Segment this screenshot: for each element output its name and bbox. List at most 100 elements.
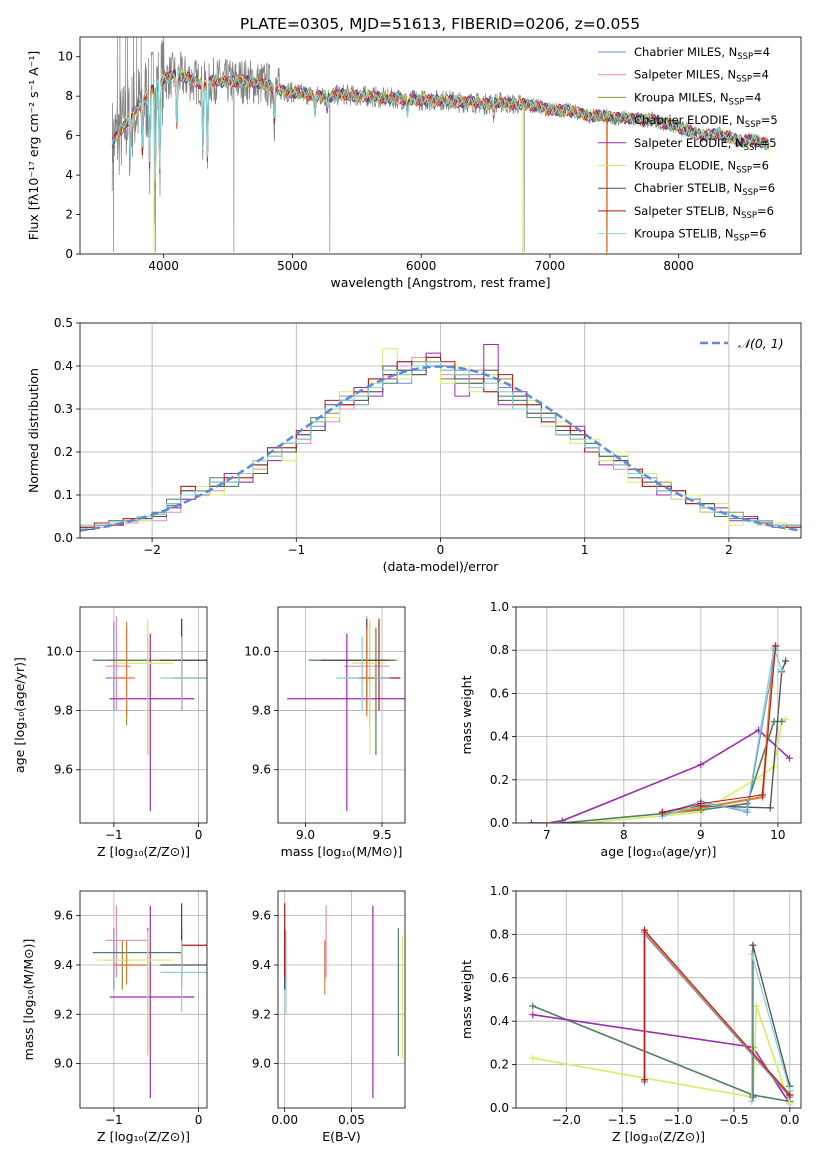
plus-marker: [749, 941, 757, 949]
legend-tail: =6: [758, 181, 775, 195]
legend-entry: Salpeter ELODIE, NSSP=5: [634, 136, 777, 153]
x-tick-label: 0: [195, 828, 203, 842]
plus-marker: [770, 717, 778, 725]
axes-frame: [79, 36, 802, 255]
mass-vs-extinction-panel: 0.00 0.05 9.0 9.2 9.4 9.6 E(B-V): [252, 890, 406, 1144]
mass-weight-line: [662, 645, 777, 813]
legend-subscript: SSP: [734, 234, 750, 244]
plus-marker: [785, 754, 793, 762]
x-tick-label: 8: [620, 828, 628, 842]
plus-marker: [778, 666, 786, 674]
x-tick-label: −2.0: [552, 1113, 581, 1127]
plus-marker: [529, 1054, 537, 1062]
plus-marker: [752, 1002, 760, 1010]
plus-marker: [782, 657, 790, 665]
plus-marker: [782, 715, 790, 723]
axes-frame: [79, 606, 208, 824]
axes-frame: [277, 890, 406, 1109]
mass-weight-line: [531, 729, 790, 823]
x-tick-label: −1: [105, 828, 123, 842]
y-tick-label: 1.0: [490, 600, 509, 614]
legend-subscript: SSP: [729, 97, 745, 107]
plus-marker: [743, 808, 751, 816]
plus-marker: [641, 1076, 649, 1084]
plus-marker: [778, 717, 786, 725]
x-axis-label: wavelength [Angstrom, rest frame]: [330, 275, 550, 290]
y-tick-label: 6: [65, 129, 73, 143]
y-tick-label: 10.0: [244, 644, 271, 658]
plus-marker: [749, 1093, 757, 1101]
plot-area: [527, 642, 793, 823]
x-tick-label: 8000: [663, 259, 694, 273]
histogram-step: [80, 361, 801, 526]
x-tick-label: 4000: [148, 259, 179, 273]
x-tick-label: −1.5: [608, 1113, 637, 1127]
plus-marker: [529, 1002, 537, 1010]
age-vs-metallicity-panel: −1 0 9.6 9.8 10.0 Z [log₁₀(Z/Z⊙)] age [log₁₀(a…: [12, 606, 208, 859]
x-tick-label: 10: [770, 828, 785, 842]
model-spectrum-line: [111, 69, 770, 183]
x-axis-label: age [log₁₀(age/yr)]: [601, 844, 717, 859]
spectrum-title: PLATE=0305, MJD=51613, FIBERID=0206, z=0…: [240, 15, 640, 33]
plus-marker: [758, 791, 766, 799]
legend-label: Kroupa MILES, N: [634, 90, 729, 104]
legend-subscript: SSP: [737, 52, 753, 62]
y-tick-label: 9.6: [252, 763, 271, 777]
legend-subscript: SSP: [736, 75, 752, 85]
plus-marker: [658, 808, 666, 816]
legend-label: Kroupa ELODIE, N: [634, 159, 736, 173]
x-axis-label: Z [log₁₀(Z/Z⊙)]: [612, 1129, 705, 1144]
plus-marker: [786, 1091, 794, 1099]
x-tick-label: 7000: [535, 259, 566, 273]
y-axis-label: age [log₁₀(age/yr)]: [12, 657, 27, 773]
plus-marker: [743, 800, 751, 808]
model-spectrum-line: [111, 70, 770, 187]
legend-label: Chabrier ELODIE, N: [634, 113, 745, 127]
legend-entry: Kroupa STELIB, NSSP=6: [634, 227, 766, 244]
x-axis-label: E(B-V): [322, 1129, 361, 1144]
spectrum-panel: 4000 5000 6000 7000 8000 0 2 4 6 8 10 wavelength [A…: [26, 36, 802, 290]
legend-entry: Chabrier ELODIE, NSSP=5: [634, 113, 778, 130]
x-tick-label: 9: [697, 828, 705, 842]
legend-entry: Kroupa MILES, NSSP=4: [634, 90, 761, 107]
y-tick-label: 10: [58, 50, 73, 64]
y-tick-label: 0.3: [54, 402, 73, 416]
y-tick-label: 9.0: [54, 1057, 73, 1071]
mass-weight-line: [751, 953, 791, 1102]
legend-tail: =4: [744, 90, 761, 104]
legend-label: Chabrier STELIB, N: [634, 181, 742, 195]
y-tick-label: 10.0: [46, 644, 73, 658]
x-tick-label: −2: [143, 543, 161, 557]
y-tick-label: 9.4: [252, 958, 271, 972]
y-tick-label: 2: [65, 208, 73, 222]
legend-subscript: SSP: [742, 188, 758, 198]
y-axis-label: mass [log₁₀(M/M⊙)]: [21, 939, 36, 1061]
plot-area: [111, 37, 770, 254]
y-tick-label: 0.6: [490, 971, 509, 985]
y-tick-label: 0.2: [490, 773, 509, 787]
legend-label: Salpeter ELODIE, N: [634, 136, 744, 150]
x-tick-label: 2: [725, 543, 733, 557]
legend-entry: Chabrier STELIB, NSSP=6: [634, 181, 775, 198]
legend-subscript: SSP: [744, 143, 760, 153]
legend-entry: Kroupa ELODIE, NSSP=6: [634, 159, 769, 176]
legend-tail: =6: [757, 204, 774, 218]
plot-area: [92, 903, 207, 1099]
y-tick-label: 0.4: [490, 1014, 509, 1028]
y-tick-label: 9.6: [54, 909, 73, 923]
mass-weight-line: [644, 933, 791, 1098]
y-tick-label: 0.8: [490, 927, 509, 941]
plus-marker: [543, 819, 551, 823]
legend-entry: 𝒩(0, 1): [738, 336, 784, 351]
y-tick-label: 9.2: [54, 1007, 73, 1021]
y-tick-label: 0.6: [490, 686, 509, 700]
legend-entry: Salpeter STELIB, NSSP=6: [634, 204, 774, 221]
legend-tail: =5: [761, 113, 778, 127]
x-axis-label: (data-model)/error: [383, 559, 500, 574]
legend-tail: =6: [752, 159, 769, 173]
residual-histogram-panel: −2 −1 0 1 2 0.0 0.1 0.2 0.3 0.4 0.5 (data-model)/er…: [26, 316, 802, 574]
gaussian-curve: [80, 365, 801, 532]
y-tick-label: 0.0: [490, 1101, 509, 1115]
plus-marker: [641, 926, 649, 934]
